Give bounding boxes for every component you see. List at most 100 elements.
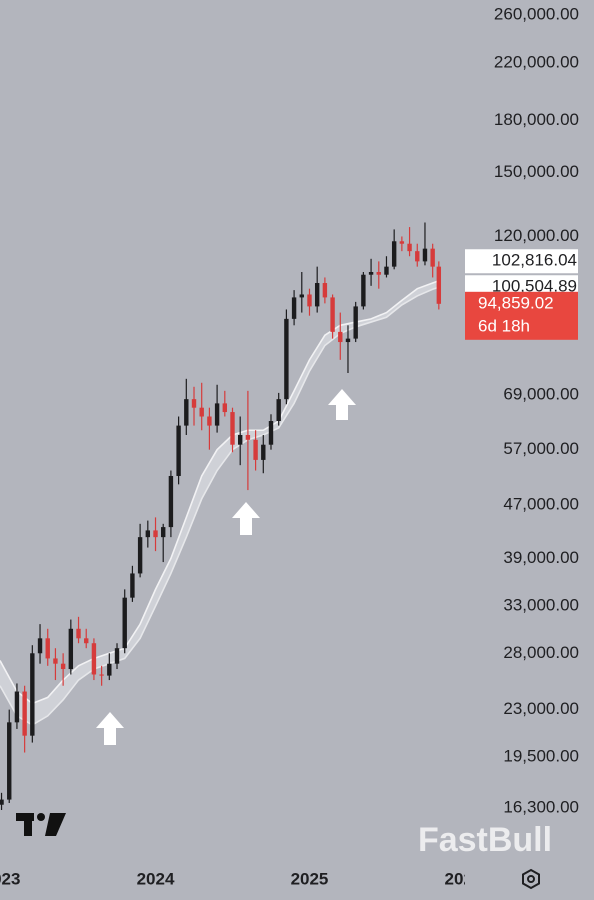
watermark: FastBull — [418, 821, 552, 859]
candle-body — [430, 248, 435, 267]
ma-line — [0, 279, 440, 705]
candle-body — [7, 722, 12, 800]
candle-body — [368, 271, 374, 275]
y-tick-label: 57,000.00 — [503, 439, 579, 458]
candle-body — [14, 691, 20, 723]
candle-body — [99, 674, 104, 676]
candle-body — [237, 434, 243, 445]
candle-body — [299, 294, 304, 298]
candle-body — [122, 597, 127, 649]
last-price-label: 94,859.02 — [478, 293, 554, 312]
candle-body — [268, 421, 274, 445]
candle-body — [84, 638, 89, 644]
candle-body — [45, 638, 50, 659]
x-tick-label: 2023 — [0, 869, 20, 888]
settings-icon-center — [527, 875, 535, 883]
candle-body — [176, 425, 181, 476]
price-label: 102,816.04 — [492, 251, 577, 270]
x-tick-label: 2025 — [291, 869, 329, 888]
candle-body — [91, 643, 97, 675]
candle-body — [76, 628, 81, 639]
y-tick-label: 180,000.00 — [494, 110, 579, 129]
candle-body — [53, 658, 58, 664]
countdown-label: 6d 18h — [478, 316, 530, 335]
candle-body — [314, 283, 320, 307]
candle-body — [107, 663, 112, 676]
plot-area: 2023 2024 2025 2026 — [0, 222, 483, 888]
candle-body — [322, 283, 328, 298]
candle-body — [291, 297, 297, 319]
y-tick-label: 47,000.00 — [503, 494, 579, 513]
candle-body — [307, 294, 312, 307]
candle-body — [245, 434, 251, 440]
logo-part — [24, 813, 32, 836]
arrow — [232, 502, 260, 535]
candle-body — [338, 331, 343, 343]
x-tick-label: 2024 — [137, 869, 175, 888]
candle-body — [137, 537, 143, 574]
y-tick-label: 220,000.00 — [494, 52, 579, 71]
price-label-box — [465, 249, 578, 274]
candle-body — [407, 243, 412, 252]
y-tick-label: 150,000.00 — [494, 162, 579, 181]
price-axis: 260,000.00 220,000.00 180,000.00 150,000.00… — [465, 5, 579, 817]
candle-body — [37, 638, 43, 654]
candle-body — [199, 407, 204, 417]
candle-body — [30, 653, 35, 736]
tv-logo — [16, 813, 66, 836]
candle-body — [230, 412, 235, 445]
y-tick-label: 19,500.00 — [503, 746, 579, 765]
y-tick-label: 260,000.00 — [494, 5, 579, 24]
x-tick-label: 2026 — [445, 869, 483, 888]
logo-part — [37, 813, 45, 821]
price-label: 100,504.89 — [492, 277, 577, 296]
candle-body — [68, 628, 74, 670]
candle-body — [184, 399, 189, 426]
candle-body — [284, 318, 289, 400]
last-price-box — [465, 291, 578, 340]
y-tick-label: 16,300.00 — [503, 798, 579, 817]
candle-body — [415, 251, 420, 262]
candle-body — [384, 266, 389, 275]
settings-icon[interactable] — [522, 868, 540, 890]
candle-body — [361, 274, 366, 307]
candle-body — [353, 306, 358, 339]
candle-body — [345, 338, 351, 343]
arrow — [96, 712, 124, 745]
candle-body — [214, 403, 220, 426]
candle-body — [261, 444, 266, 460]
y-tick-label: 69,000.00 — [503, 384, 579, 403]
candle-body — [145, 530, 151, 538]
candle-body — [0, 799, 4, 805]
candle-body — [376, 271, 381, 275]
y-tick-label: 28,000.00 — [503, 643, 579, 662]
candle-body — [153, 530, 158, 538]
candle-body — [399, 241, 405, 244]
candle-body — [276, 399, 281, 422]
annotation-arrows — [96, 389, 356, 745]
candle-body — [391, 241, 397, 267]
y-tick-label: 23,000.00 — [503, 699, 579, 718]
candle-body — [22, 691, 27, 736]
candle-body — [330, 297, 335, 332]
y-tick-label: 120,000.00 — [494, 226, 579, 245]
candle-body — [130, 573, 135, 598]
candle-body — [161, 527, 166, 538]
logo-part — [45, 813, 66, 836]
candle-body — [207, 416, 212, 426]
candle-body — [114, 648, 120, 664]
candle-body — [60, 663, 66, 670]
ma-line — [0, 286, 440, 726]
candle-body — [253, 439, 258, 460]
y-tick-label: 39,000.00 — [503, 548, 579, 567]
arrow — [328, 389, 356, 420]
candle-body — [436, 266, 442, 304]
candle-body — [191, 399, 197, 408]
candle-body — [422, 248, 428, 262]
y-tick-label: 33,000.00 — [503, 596, 579, 615]
candle-body — [222, 403, 228, 413]
candle-body — [168, 475, 174, 528]
